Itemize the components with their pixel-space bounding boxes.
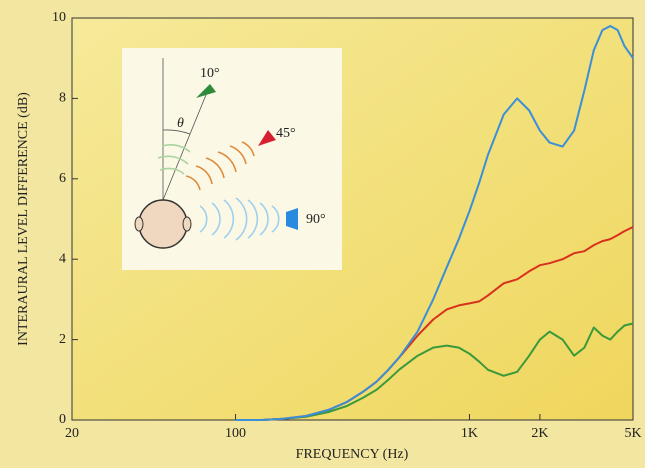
y-tick-label: 10 bbox=[52, 10, 66, 25]
ear bbox=[182, 216, 192, 232]
x-tick-label: 2K bbox=[531, 426, 548, 441]
waves-45 bbox=[185, 141, 255, 191]
inset-diagram: θ 10° 45° 90° bbox=[122, 48, 342, 270]
ear bbox=[134, 216, 144, 232]
x-tick-label: 20 bbox=[65, 426, 79, 441]
x-tick-label: 100 bbox=[225, 426, 246, 441]
direction-line bbox=[162, 89, 209, 201]
legend-label: 90° bbox=[306, 212, 326, 227]
x-axis-label: FREQUENCY (Hz) bbox=[296, 447, 409, 462]
theta-label: θ bbox=[177, 116, 184, 131]
y-tick-label: 2 bbox=[59, 332, 66, 347]
speaker-10 bbox=[196, 84, 216, 98]
legend-label: 45° bbox=[276, 126, 296, 141]
x-tick-label: 5K bbox=[624, 426, 641, 441]
x-tick-label: 1K bbox=[461, 426, 478, 441]
waves-10 bbox=[157, 143, 191, 175]
y-tick-label: 6 bbox=[59, 171, 66, 186]
series-line bbox=[235, 322, 634, 421]
speaker-90 bbox=[286, 208, 298, 230]
speaker-45 bbox=[258, 130, 276, 146]
y-tick-label: 8 bbox=[59, 91, 66, 106]
series-line bbox=[235, 25, 634, 421]
angle-arc bbox=[162, 129, 191, 135]
waves-90 bbox=[199, 197, 280, 241]
y-tick-label: 4 bbox=[59, 251, 66, 266]
legend-label: 10° bbox=[200, 66, 220, 81]
y-tick-label: 0 bbox=[59, 412, 66, 427]
head bbox=[138, 199, 188, 249]
y-axis-label: INTERAURAL LEVEL DIFFERENCE (dB) bbox=[16, 92, 31, 346]
